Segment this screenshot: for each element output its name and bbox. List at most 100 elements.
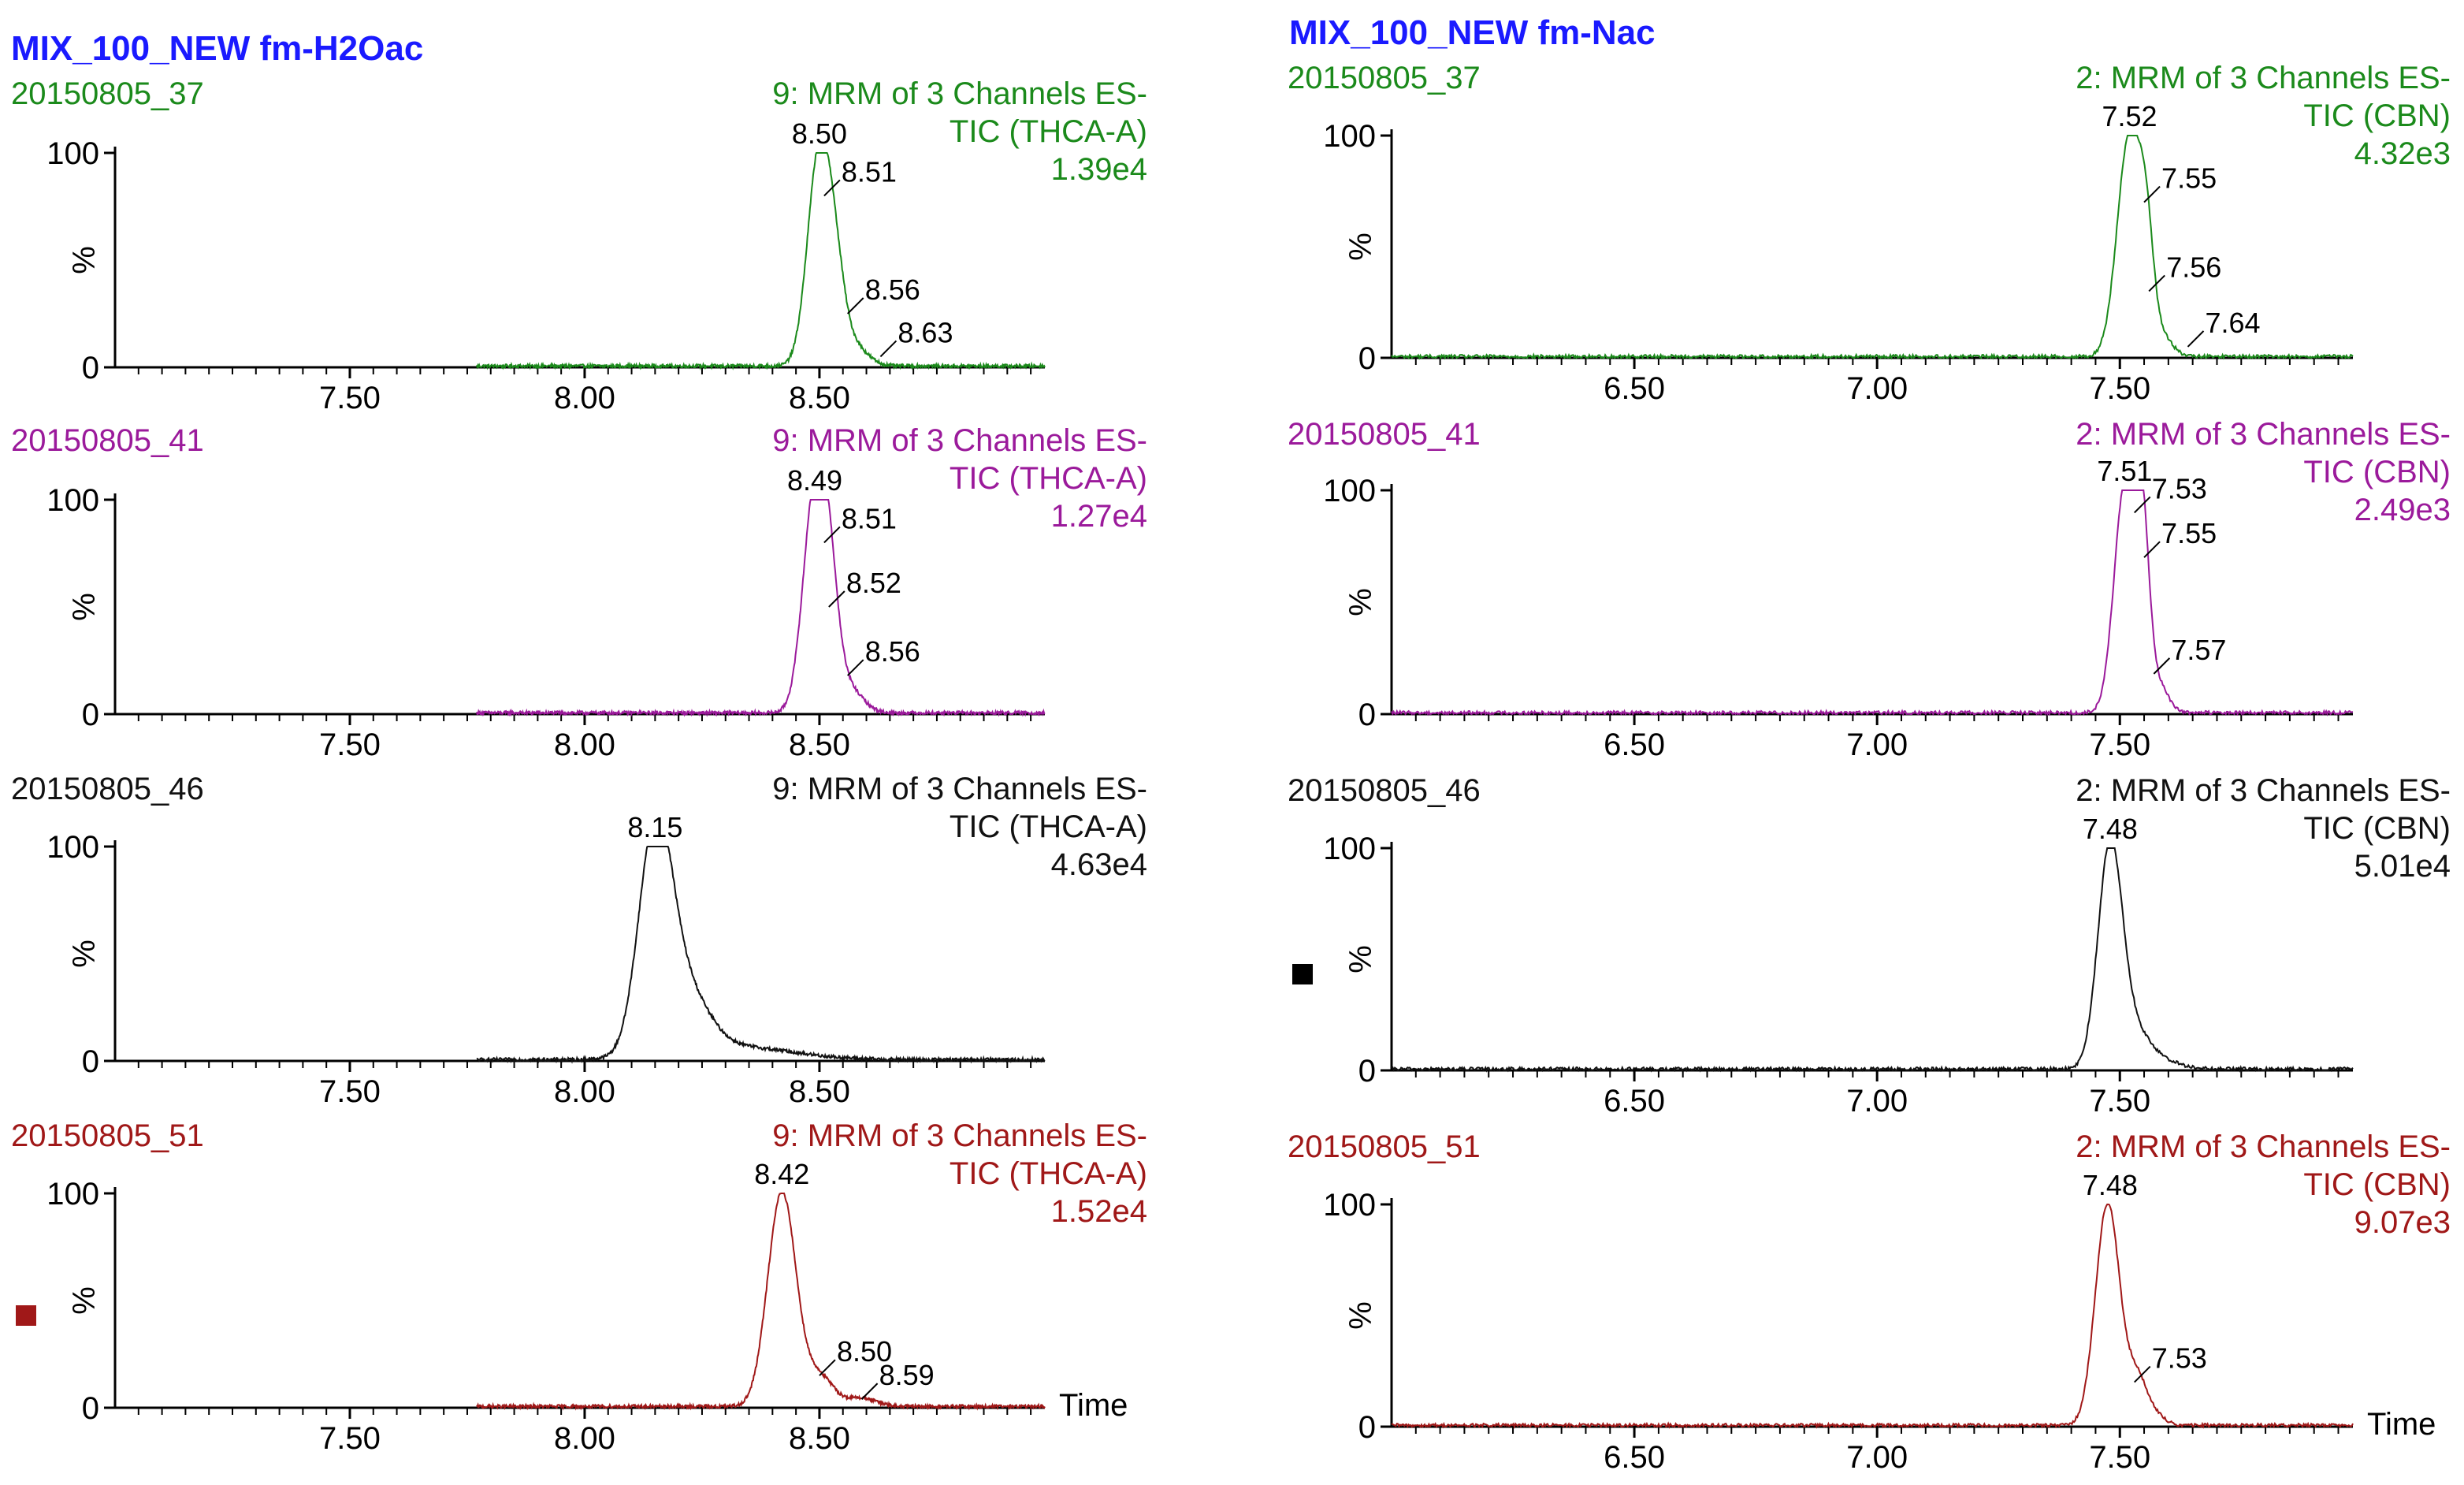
peak-leader — [2143, 185, 2161, 203]
peak-label: 8.59 — [879, 1359, 935, 1391]
peak-leader — [2153, 657, 2171, 675]
x-tick-label: 7.50 — [2089, 1440, 2150, 1475]
y-tick-label: 0 — [1358, 698, 1376, 732]
y-axis-label: % — [67, 593, 102, 621]
x-tick-label: 7.00 — [1846, 1440, 1908, 1475]
channel-label: 2: MRM of 3 Channels ES- — [2076, 1130, 2451, 1164]
time-axis-label: Time — [2367, 1407, 2436, 1442]
peak-label: 8.50 — [837, 1335, 892, 1368]
chromatogram-panel: 20150805_41 9: MRM of 3 Channels ES-TIC (… — [11, 423, 1147, 762]
y-axis-label: % — [1343, 1301, 1378, 1330]
selection-marker — [1292, 964, 1313, 984]
intensity-label: 4.32e3 — [2354, 136, 2451, 171]
chromatogram-panel: 20150805_41 2: MRM of 3 Channels ES-TIC (… — [1288, 417, 2451, 762]
x-tick-label: 7.50 — [2089, 1084, 2150, 1118]
peak-label: 7.48 — [2083, 813, 2138, 845]
x-tick-label: 8.50 — [789, 1074, 850, 1109]
trace-label: TIC (THCA-A) — [950, 461, 1147, 496]
sample-id: 20150805_46 — [11, 772, 204, 806]
y-tick-label: 0 — [82, 1044, 99, 1079]
y-tick-label: 0 — [1358, 1054, 1376, 1089]
y-tick-label: 100 — [46, 1177, 99, 1211]
peak-label: 8.51 — [842, 155, 897, 188]
peak-label: 7.51 — [2097, 455, 2152, 487]
peak-label: 7.52 — [2102, 100, 2157, 132]
x-tick-label: 7.00 — [1846, 728, 1908, 762]
peak-leader — [2187, 330, 2205, 348]
peak-label: 7.56 — [2166, 251, 2221, 283]
y-tick-label: 100 — [46, 136, 99, 171]
channel-label: 9: MRM of 3 Channels ES- — [772, 423, 1147, 458]
trace-label: TIC (THCA-A) — [950, 1156, 1147, 1191]
peak-label: 7.48 — [2083, 1169, 2138, 1201]
trace-label: TIC (CBN) — [2303, 811, 2451, 846]
peak-leader — [879, 340, 898, 358]
right-column-title: MIX_100_NEW fm-Nac — [1289, 13, 1656, 52]
peak-label: 8.63 — [898, 316, 953, 348]
y-tick-label: 100 — [1323, 832, 1376, 866]
intensity-label: 2.49e3 — [2354, 493, 2451, 527]
chromatogram-trace — [475, 499, 1046, 717]
peak-label: 8.15 — [627, 811, 682, 843]
chromatogram-trace — [476, 846, 1046, 1064]
sample-id: 20150805_37 — [1288, 61, 1481, 95]
y-tick-label: 100 — [1323, 119, 1376, 154]
trace-label: TIC (CBN) — [2303, 99, 2451, 133]
y-axis-label: % — [1343, 233, 1378, 261]
x-tick-label: 8.50 — [789, 1421, 850, 1456]
y-tick-label: 100 — [46, 830, 99, 865]
peak-leader — [860, 1383, 879, 1400]
y-tick-label: 0 — [82, 1391, 99, 1426]
y-axis-label: % — [1343, 588, 1378, 616]
y-tick-label: 0 — [82, 351, 99, 385]
sample-id: 20150805_51 — [1288, 1130, 1481, 1164]
peak-label: 7.64 — [2206, 307, 2261, 339]
peak-leader — [2148, 274, 2165, 292]
x-tick-label: 7.50 — [319, 381, 381, 415]
chromatogram-trace — [1391, 135, 2354, 360]
x-tick-label: 6.50 — [1604, 1084, 1665, 1118]
intensity-label: 5.01e4 — [2354, 849, 2451, 884]
chromatogram-trace — [1391, 1204, 2354, 1429]
y-axis-label: % — [67, 1286, 102, 1315]
trace-label: TIC (CBN) — [2303, 455, 2451, 489]
channel-label: 9: MRM of 3 Channels ES- — [772, 1118, 1147, 1153]
peak-label: 7.53 — [2152, 1342, 2207, 1375]
peak-label: 7.53 — [2152, 472, 2207, 504]
x-tick-label: 8.00 — [554, 381, 615, 415]
x-tick-label: 7.00 — [1846, 1084, 1908, 1118]
peak-leader — [819, 1359, 836, 1376]
chromatogram-panel: 20150805_37 9: MRM of 3 Channels ES-TIC (… — [11, 76, 1147, 415]
peak-label: 8.56 — [865, 274, 920, 306]
peak-leader — [846, 297, 864, 314]
y-axis-label: % — [1343, 945, 1378, 973]
intensity-label: 9.07e3 — [2354, 1205, 2451, 1240]
x-tick-label: 8.00 — [554, 728, 615, 762]
intensity-label: 4.63e4 — [1051, 847, 1147, 882]
peak-label: 7.55 — [2161, 162, 2217, 195]
x-tick-label: 7.50 — [319, 1421, 381, 1456]
intensity-label: 1.27e4 — [1051, 499, 1147, 534]
sample-id: 20150805_41 — [11, 423, 204, 458]
x-tick-label: 7.50 — [2089, 371, 2150, 406]
chromatogram-trace — [475, 152, 1046, 370]
x-tick-label: 7.50 — [2089, 728, 2150, 762]
x-tick-label: 6.50 — [1604, 371, 1665, 406]
peak-leader — [2134, 1365, 2151, 1383]
peak-leader — [823, 526, 841, 544]
channel-label: 2: MRM of 3 Channels ES- — [2076, 417, 2451, 452]
chromatogram-panel: 20150805_37 2: MRM of 3 Channels ES- TIC (… — [1288, 61, 2451, 406]
peak-label: 8.50 — [792, 117, 847, 150]
chromatogram-panel: 20150805_51 2: MRM of 3 Channels ES-TIC (… — [1288, 1130, 2451, 1475]
peak-label: 8.49 — [787, 464, 842, 497]
peak-label: 8.56 — [865, 635, 920, 668]
y-axis-label: % — [67, 246, 102, 274]
peak-leader — [2134, 496, 2151, 514]
y-tick-label: 0 — [1358, 341, 1376, 376]
peak-label: 7.57 — [2171, 634, 2226, 666]
channel-label: 2: MRM of 3 Channels ES- — [2076, 61, 2451, 95]
peak-label: 8.42 — [754, 1158, 809, 1190]
y-tick-label: 100 — [1323, 474, 1376, 508]
y-tick-label: 0 — [82, 698, 99, 732]
